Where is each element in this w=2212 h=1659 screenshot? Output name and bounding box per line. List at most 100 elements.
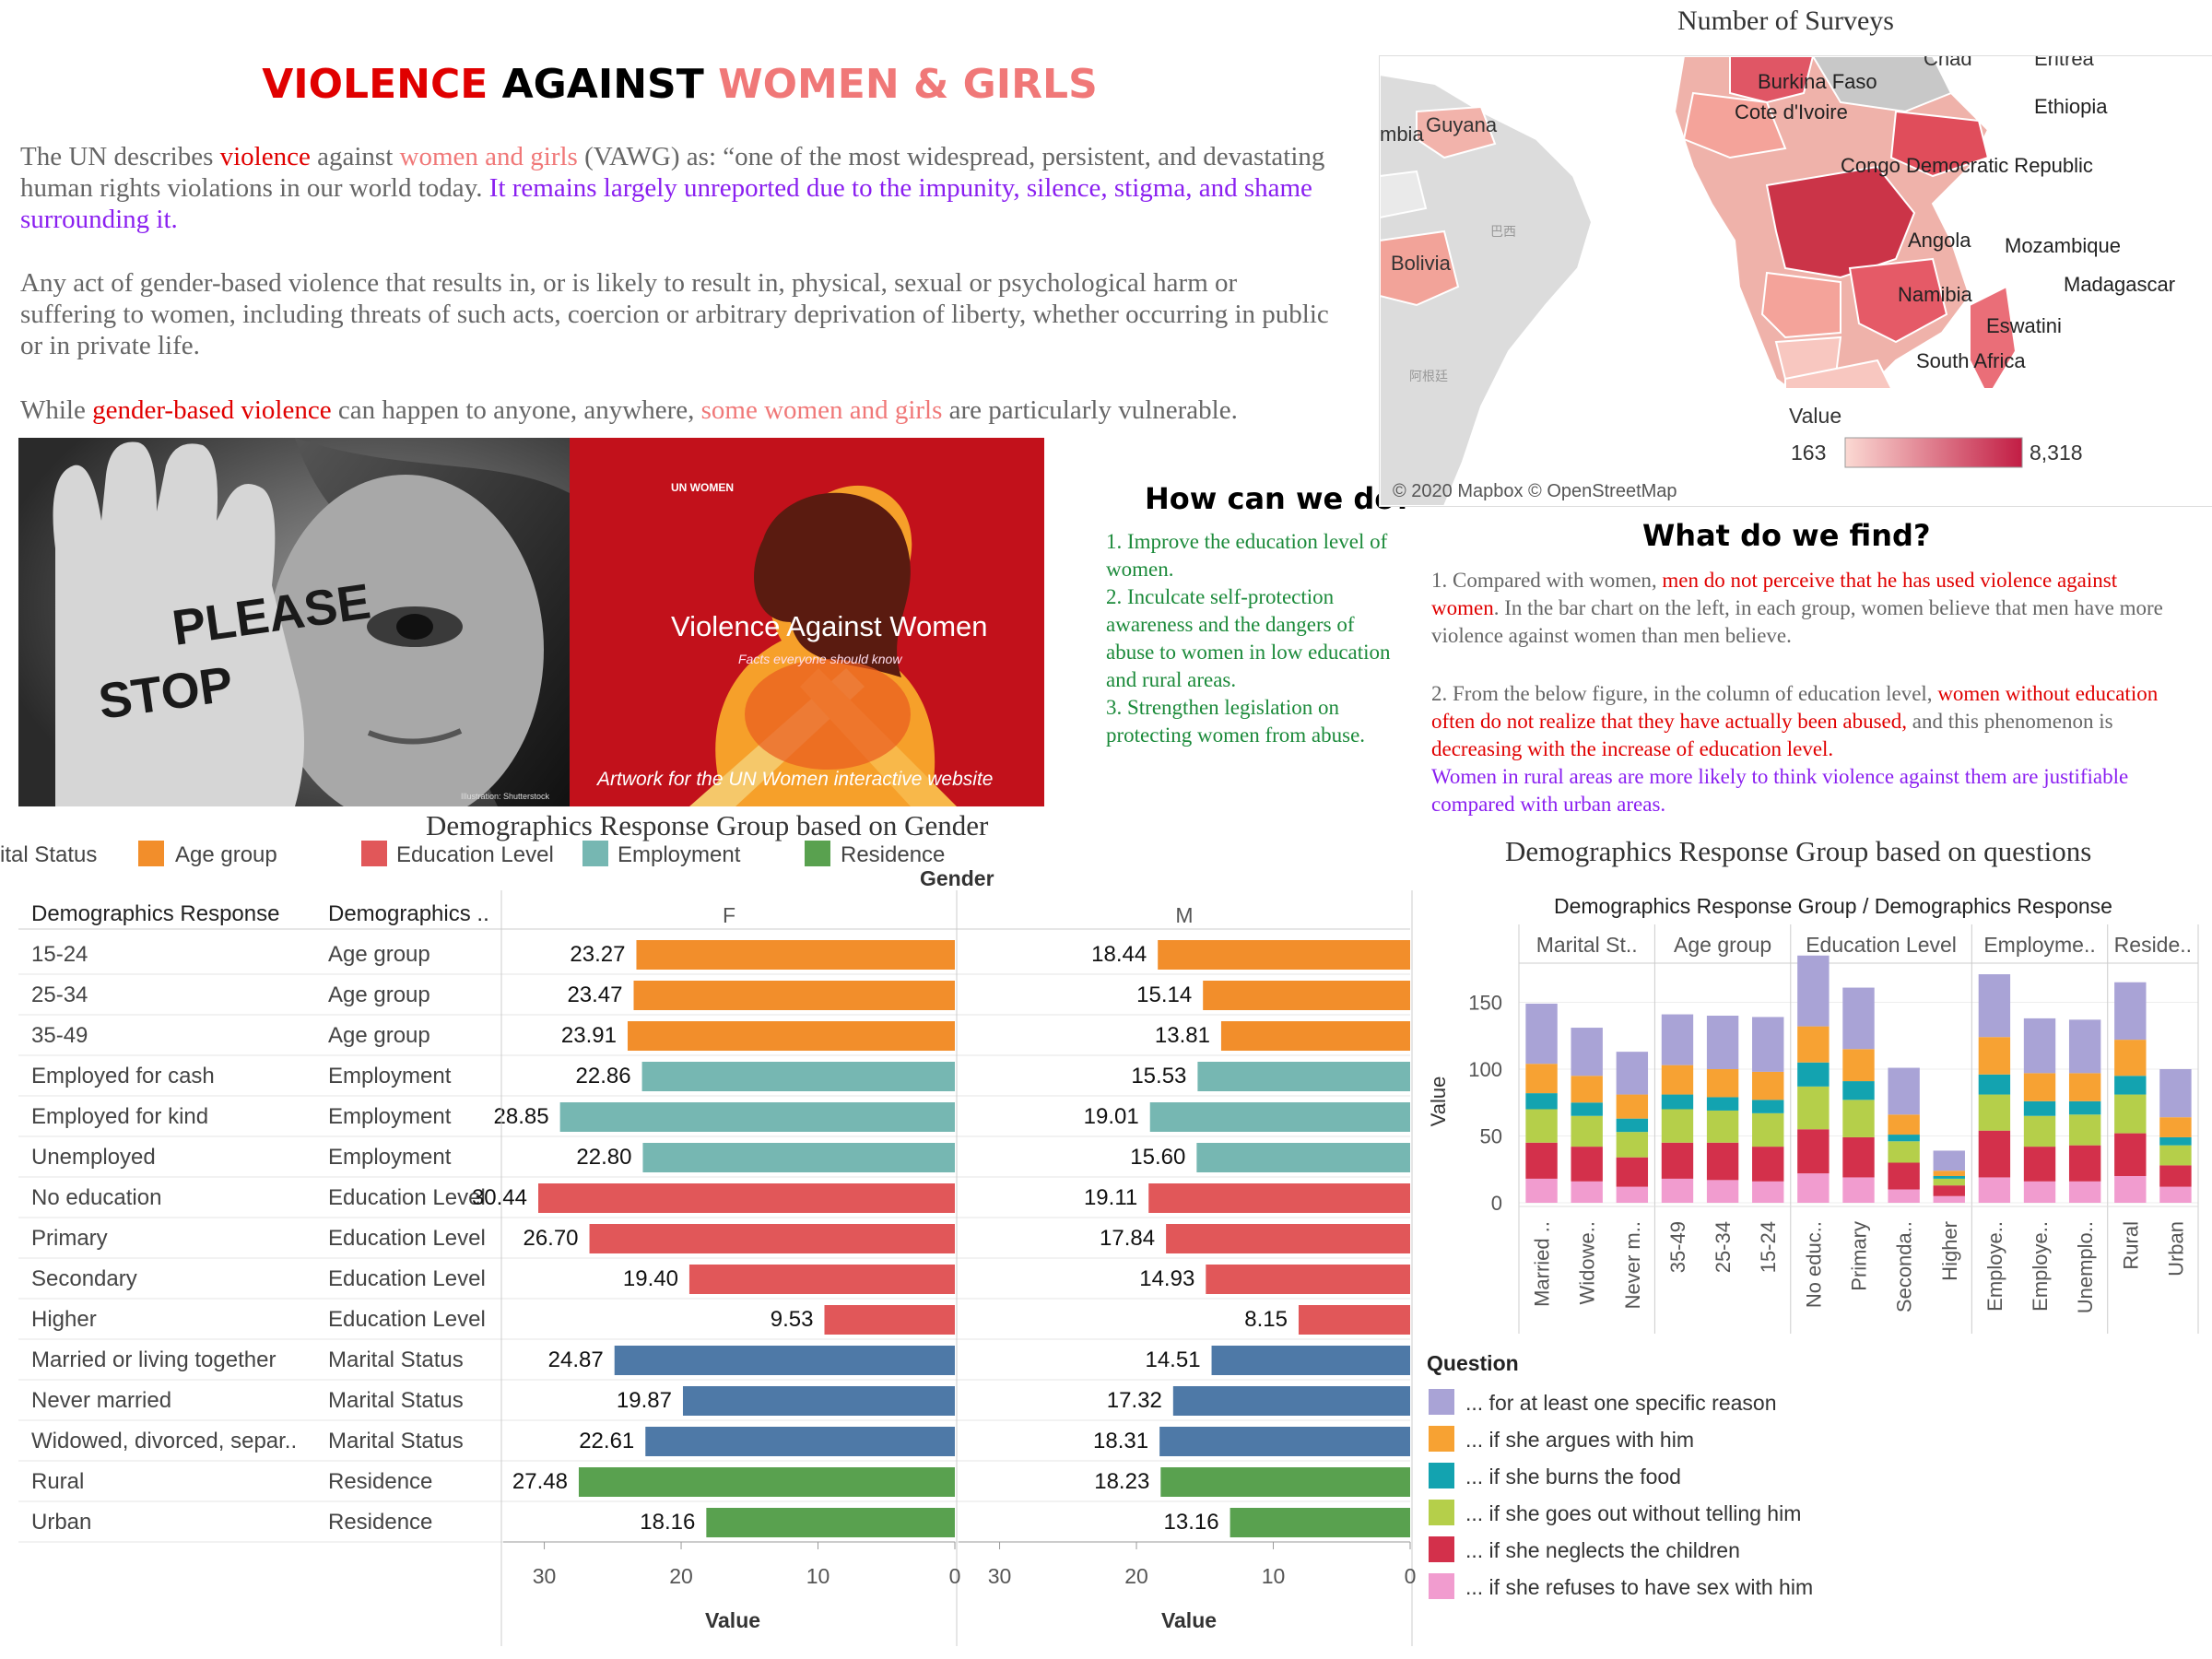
gender-row-group: Marital Status [328,1429,464,1453]
gender-bar-m [1197,1062,1410,1091]
question-bar-segment [1616,1118,1649,1133]
question-bar-segment [1842,1100,1875,1137]
map-label-chad: Chad [1924,56,1972,70]
map-label-south-africa: South Africa [1916,349,2026,372]
question-bar-segment [2068,1019,2101,1074]
how-item: 2. Inculcate self-protection awareness a… [1106,585,1391,691]
question-bar-segment [2159,1145,2192,1166]
gender-row-group: Marital Status [328,1347,464,1372]
find-title: What do we find? [1642,518,1931,553]
question-legend-swatch [1429,1573,1454,1599]
gender-row-category: 25-34 [31,982,88,1007]
question-bar-segment [1706,1180,1739,1203]
question-bar-segment [1706,1069,1739,1098]
question-bar-segment [2159,1186,2192,1203]
gender-row-group: Age group [328,942,430,967]
question-bar-segment [2023,1181,2056,1203]
question-bar-segment [1978,1177,2011,1203]
gender-bar-label: 28.85 [494,1104,549,1129]
question-legend-swatch [1429,1536,1454,1562]
question-bar-segment [1571,1076,1603,1103]
gender-bar-f [706,1508,955,1537]
gender-row-category: Urban [31,1510,91,1535]
gender-bar-m [1158,940,1410,970]
map-legend-min: 163 [1791,441,1826,465]
gender-bar-m [1220,1021,1410,1051]
question-bar-segment [2114,1176,2147,1203]
gender-bar-f [627,1021,955,1051]
question-bar-segment [2068,1073,2101,1101]
gender-bar-label: 27.48 [512,1469,568,1494]
gender-row-category: No education [31,1185,161,1210]
question-legend-label: ... if she goes out without telling him [1465,1501,1801,1525]
gender-row-group: Employment [328,1145,452,1170]
gender-x-tick-label: 20 [669,1564,693,1588]
question-bar-segment [1571,1115,1603,1147]
survey-map[interactable]: 巴西 阿根廷 mbia Guyana Bolivia Chad Eritrea … [1379,55,2212,507]
question-x-tick-label: 35-49 [1666,1221,1689,1273]
question-bar-segment [1571,1181,1603,1203]
map-label-bolivia: Bolivia [1391,252,1452,275]
find-paragraph-1: 1. Compared with women, men do not perce… [1431,567,2169,650]
gender-bar-label: 15.60 [1130,1145,1185,1170]
question-bar-segment [2068,1145,2101,1182]
question-bar-segment [2023,1147,2056,1182]
question-x-tick-label: Rural [2119,1221,2142,1270]
vuln-gbv: gender-based violence [92,395,332,425]
intro-violence: violence [219,142,311,171]
gender-row-category: 35-49 [31,1023,88,1048]
gender-bar-m [1159,1427,1410,1456]
question-bar-segment [1616,1186,1649,1203]
question-bar-segment [2023,1073,2056,1101]
gender-bar-f [642,1143,955,1172]
question-group-header: Education Level [1806,933,1957,957]
question-legend-title: Question [1427,1351,1519,1375]
question-bar-segment [2159,1069,2192,1118]
question-bar-segment [1752,1147,1784,1182]
question-x-tick-label: Unemplo.. [2074,1221,2097,1313]
question-bar-segment [1706,1110,1739,1143]
map-attribution: © 2020 Mapbox © OpenStreetMap [1393,481,1677,501]
gender-bar-label: 23.91 [561,1023,617,1048]
question-y-tick-label: 50 [1480,1125,1502,1148]
find-text: 2. From the below figure, in the column … [1431,682,1938,705]
question-x-tick-label: Employe.. [1983,1221,2006,1312]
question-bar-segment [1978,1130,2011,1178]
question-y-tick-label: 150 [1468,992,1502,1015]
gender-bar-f [688,1265,955,1294]
question-x-tick-label: Married .. [1531,1221,1554,1307]
question-bar-segment [1571,1102,1603,1116]
intro-unreported: It remains largely unreported due to the… [20,173,1312,234]
gender-bar-f [538,1183,955,1213]
map-label-angola: Angola [1908,229,1971,252]
question-bar-segment [1842,1136,1875,1178]
question-bar-segment [1706,1142,1739,1181]
question-bar-segment [2023,1100,2056,1116]
gender-row-category: 15-24 [31,942,88,967]
intro-text: against [310,142,400,171]
gender-bar-f [633,981,955,1010]
gender-bar-f [645,1427,955,1456]
question-stacked-chart: Demographics Response Group / Demographi… [1427,894,2199,1599]
question-bar-segment [1616,1094,1649,1119]
question-bar-segment [1888,1114,1920,1135]
question-bar-segment [2114,1133,2147,1176]
gender-row-group: Education Level [328,1307,486,1332]
gender-chart-title: Demographics Response Group based on Gen… [426,809,989,841]
question-bar-segment [1661,1014,1694,1065]
question-bar-segment [2114,1076,2147,1095]
gender-bar-label: 13.16 [1164,1510,1219,1535]
intro-text: (VAWG) as: “one of the most widespread, … [20,142,1325,203]
un-women-poster: UN WOMEN Violence Against Women Facts ev… [570,438,1044,806]
question-bar-segment [1842,987,1875,1050]
gender-x-tick-label: 0 [949,1564,961,1588]
question-bar-segment [1978,974,2011,1038]
question-chart-title: Demographics Response Group based on que… [1505,835,2092,867]
gender-bar-label: 19.40 [623,1266,678,1291]
question-bar-segment [1797,1026,1830,1063]
question-legend-swatch [1429,1426,1454,1452]
gender-x-tick-label: 30 [533,1564,557,1588]
map-label-guyana: Guyana [1426,113,1498,136]
find-paragraph-2: 2. From the below figure, in the column … [1431,680,2169,818]
question-bar-segment [1571,1028,1603,1077]
